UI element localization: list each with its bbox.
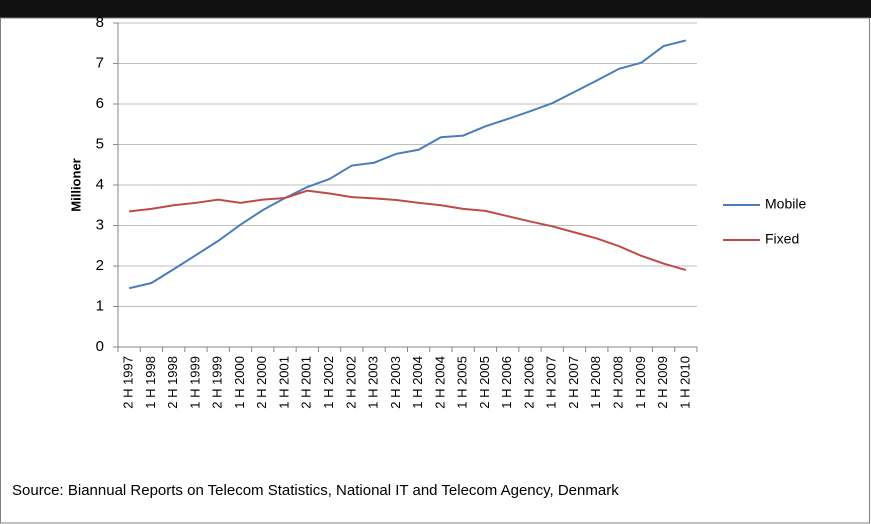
x-tick-label: 2 H 1997 bbox=[121, 356, 136, 409]
legend-label: Mobile bbox=[765, 196, 806, 212]
x-tick-label: 2 H 2003 bbox=[388, 356, 403, 409]
y-tick-label: 5 bbox=[96, 135, 104, 152]
x-tick-label: 1 H 2003 bbox=[366, 356, 381, 409]
x-tick-label: 2 H 2006 bbox=[521, 356, 536, 409]
y-tick-label: 2 bbox=[96, 257, 104, 274]
x-tick-label: 1 H 2007 bbox=[544, 356, 559, 409]
x-tick-label: 2 H 2001 bbox=[299, 356, 314, 409]
legend-label: Fixed bbox=[765, 231, 799, 247]
x-tick-label: 2 H 1998 bbox=[165, 356, 180, 409]
x-tick-label: 1 H 2008 bbox=[588, 356, 603, 409]
x-tick-label: 1 H 2001 bbox=[276, 356, 291, 409]
x-tick-label: 1 H 2000 bbox=[232, 356, 247, 409]
frame bbox=[0, 17, 870, 524]
x-tick-label: 2 H 2008 bbox=[610, 356, 625, 409]
x-tick-label: 2 H 2005 bbox=[477, 356, 492, 409]
x-tick-label: 2 H 1999 bbox=[210, 356, 225, 409]
x-tick-label: 1 H 1999 bbox=[187, 356, 202, 409]
y-tick-label: 6 bbox=[96, 95, 104, 112]
source-note: Source: Biannual Reports on Telecom Stat… bbox=[12, 482, 619, 499]
y-tick-label: 3 bbox=[96, 216, 104, 233]
y-tick-label: 0 bbox=[96, 338, 104, 355]
x-tick-label: 2 H 2004 bbox=[432, 356, 447, 409]
x-tick-label: 2 H 2007 bbox=[566, 356, 581, 409]
top-bar bbox=[0, 0, 871, 18]
y-tick-label: 1 bbox=[96, 297, 104, 314]
x-tick-label: 1 H 2010 bbox=[677, 356, 692, 409]
y-tick-label: 8 bbox=[96, 14, 104, 31]
x-tick-label: 2 H 2000 bbox=[254, 356, 269, 409]
y-axis-label: Millioner bbox=[68, 158, 83, 211]
y-tick-label: 7 bbox=[96, 54, 104, 71]
series-line bbox=[129, 189, 687, 272]
y-tick-label: 4 bbox=[96, 176, 104, 193]
x-tick-label: 2 H 2002 bbox=[343, 356, 358, 409]
x-tick-label: 2 H 2009 bbox=[655, 356, 670, 409]
x-tick-label: 1 H 2006 bbox=[499, 356, 514, 409]
x-tick-label: 1 H 2009 bbox=[633, 356, 648, 409]
series-line bbox=[128, 39, 687, 290]
x-tick-label: 1 H 2005 bbox=[455, 356, 470, 409]
x-tick-label: 1 H 1998 bbox=[143, 356, 158, 409]
x-tick-label: 1 H 2004 bbox=[410, 356, 425, 409]
x-tick-label: 1 H 2002 bbox=[321, 356, 336, 409]
